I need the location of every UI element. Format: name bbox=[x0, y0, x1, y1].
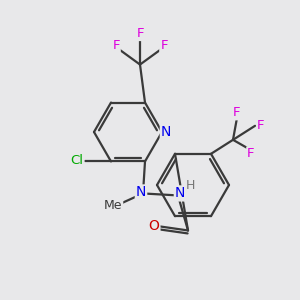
Text: F: F bbox=[136, 27, 144, 40]
Text: F: F bbox=[112, 39, 120, 52]
Text: Cl: Cl bbox=[70, 154, 83, 167]
Text: F: F bbox=[233, 106, 241, 119]
Text: N: N bbox=[136, 185, 146, 200]
Text: F: F bbox=[257, 119, 265, 132]
Text: F: F bbox=[247, 147, 255, 160]
Text: O: O bbox=[148, 219, 159, 233]
Text: Me: Me bbox=[104, 199, 122, 212]
Text: H: H bbox=[185, 179, 195, 192]
Text: N: N bbox=[175, 186, 185, 200]
Text: N: N bbox=[161, 125, 171, 139]
Text: F: F bbox=[160, 39, 168, 52]
